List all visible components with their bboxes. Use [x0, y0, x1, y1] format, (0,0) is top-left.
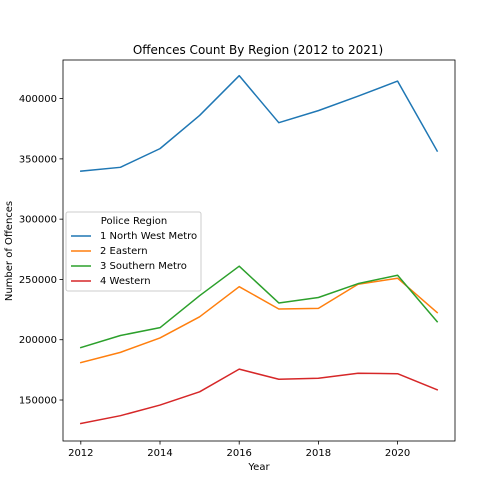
y-tick-label: 400000	[19, 94, 57, 105]
series-line-4	[79, 368, 439, 425]
legend-label-4: 4 Western	[100, 276, 151, 287]
legend-label-3: 3 Southern Metro	[100, 261, 187, 272]
legend-frame	[65, 211, 202, 292]
y-tick-label: 200000	[19, 335, 57, 346]
series-line-3	[79, 265, 439, 349]
legend-label-2: 2 Eastern	[100, 246, 148, 257]
x-axis-label: Year	[247, 462, 270, 473]
legend-label-1: 1 North West Metro	[100, 231, 197, 242]
y-axis: 150000 200000 250000 300000 350000 400000	[19, 94, 63, 407]
chart-title: Offences Count By Region (2012 to 2021)	[133, 43, 383, 57]
x-tick-label: 2012	[68, 448, 93, 459]
x-tick-label: 2016	[226, 448, 251, 459]
y-axis-label: Number of Offences	[4, 201, 15, 301]
y-tick-label: 250000	[19, 275, 57, 286]
y-tick-label: 300000	[19, 215, 57, 226]
series-line-2	[79, 277, 439, 364]
x-axis: 2012 2014 2016 2018 2020	[68, 441, 410, 459]
x-tick-label: 2020	[385, 448, 410, 459]
y-tick-label: 350000	[19, 154, 57, 165]
x-tick-label: 2018	[306, 448, 331, 459]
series-line-1	[80, 74, 439, 172]
x-tick-label: 2014	[147, 448, 172, 459]
plot-area-frame	[62, 59, 456, 442]
series-layer	[79, 74, 439, 425]
legend: Police Region 1 North West Metro 2 Easter…	[65, 211, 202, 292]
y-tick-label: 150000	[19, 396, 57, 407]
legend-title: Police Region	[101, 216, 167, 227]
